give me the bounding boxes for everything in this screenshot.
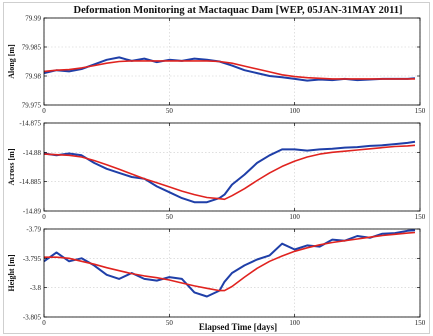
height-y-tick-label: -3.795 <box>23 255 42 263</box>
panels: 0 50 100 150 79.975 79.98 79.985 79.99 Along [m]… <box>7 15 426 328</box>
across-y-tick-label: -14.885 <box>19 178 41 186</box>
along-y-tick-label: 79.985 <box>22 44 42 52</box>
across-x-tick-label: 50 <box>166 213 174 221</box>
chart-title: Deformation Monitoring at Mactaquac Dam … <box>74 5 403 16</box>
height-observed-series-line <box>43 229 416 298</box>
along-y-tick-label: 79.98 <box>25 73 41 81</box>
across-y-tick-label: -14.88 <box>23 149 42 157</box>
along-model-series-line <box>43 60 415 80</box>
height-y-axis-label: Height [m] <box>7 254 16 291</box>
across-plot-background <box>44 123 420 211</box>
across-observed-series-line <box>43 140 416 204</box>
along-y-tick-label: 79.975 <box>22 102 42 110</box>
figure-border <box>3 2 430 334</box>
along-panel: 0 50 100 150 79.975 79.98 79.985 79.99 Along [m] <box>7 15 426 116</box>
along-axes-frame <box>43 17 421 106</box>
height-x-tick-label: 100 <box>289 319 300 327</box>
along-x-tick-label: 50 <box>166 107 174 115</box>
height-x-tick-label: 0 <box>42 319 46 327</box>
across-x-tick-label: 0 <box>42 213 46 221</box>
height-y-tick-label: -3.8 <box>30 284 42 292</box>
along-observed-series-line <box>43 56 416 82</box>
height-y-tick-label: -3.805 <box>23 314 42 322</box>
across-axes-frame <box>43 122 421 212</box>
height-model-series-line <box>44 231 416 292</box>
across-y-tick-label: -14.89 <box>23 208 42 216</box>
height-panel: 0 50 100 150 -3.805 -3.8 -3.795 -3.79 Height [m] <box>7 226 426 328</box>
across-panel: 0 50 100 150 -14.89 -14.885 -14.88 -14.875 Acros… <box>7 120 426 222</box>
x-axis-label: Elapsed Time [days] <box>199 322 277 332</box>
across-x-tick-label: 100 <box>289 213 300 221</box>
across-y-axis-label: Across [m] <box>7 148 16 185</box>
across-y-tick-label: -14.875 <box>19 120 41 128</box>
height-axes-frame <box>43 228 421 318</box>
along-y-axis-label: Along [m] <box>7 44 16 79</box>
across-model-series-line <box>43 144 416 201</box>
along-x-tick-label: 100 <box>289 107 300 115</box>
along-y-tick-label: 79.99 <box>25 15 41 23</box>
height-y-tick-label: -3.79 <box>26 226 41 234</box>
along-x-tick-label: 0 <box>42 107 46 115</box>
along-plot-background <box>44 18 420 105</box>
across-x-tick-label: 150 <box>415 213 426 221</box>
height-x-tick-label: 150 <box>415 319 426 327</box>
height-x-tick-label: 50 <box>166 319 174 327</box>
along-x-tick-label: 150 <box>415 107 426 115</box>
